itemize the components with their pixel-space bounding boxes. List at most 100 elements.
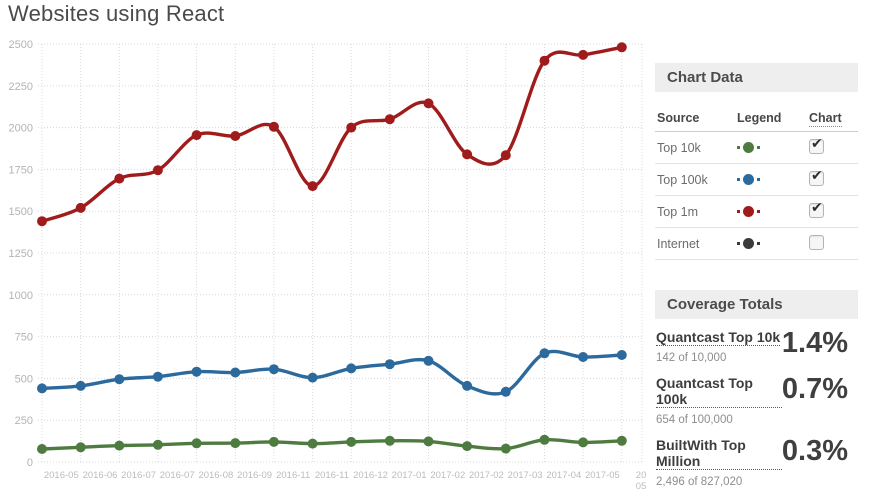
legend-dash-icon xyxy=(737,210,740,213)
data-point-top-100k[interactable] xyxy=(346,363,357,374)
coverage-source-link[interactable]: Quantcast Top 10k xyxy=(656,329,781,346)
data-point-top-100k[interactable] xyxy=(462,380,473,391)
x-tick-label: 2016-07 xyxy=(121,470,156,481)
legend-dash-icon xyxy=(737,178,740,181)
legend-row-checkbox-cell xyxy=(805,168,858,189)
data-point-top-100k[interactable] xyxy=(500,386,511,397)
data-point-top-1m[interactable] xyxy=(75,202,86,213)
data-point-top-100k[interactable] xyxy=(230,367,241,378)
data-point-top-10k[interactable] xyxy=(268,436,279,447)
x-tick-label: 2016-11 xyxy=(276,470,310,481)
series-line-top-10k xyxy=(41,437,622,451)
coverage-item: Quantcast Top 100k 654 of 100,000 0.7% xyxy=(655,375,858,426)
legend-row: Internet xyxy=(655,228,858,260)
data-point-top-1m[interactable] xyxy=(114,173,125,184)
data-point-top-10k[interactable] xyxy=(152,439,163,450)
coverage-item-text: Quantcast Top 10k 142 of 10,000 xyxy=(655,329,781,364)
x-tick-label: 2017-03 xyxy=(508,470,543,481)
data-point-top-10k[interactable] xyxy=(230,438,241,449)
y-tick-label: 1750 xyxy=(9,164,33,176)
data-point-top-100k[interactable] xyxy=(191,366,202,377)
sidebar: Chart Data Source Legend Chart Top 10k xyxy=(655,63,858,495)
page-title: Websites using React xyxy=(8,1,225,26)
legend-row-label: Top 100k xyxy=(657,172,708,187)
column-header-legend: Legend xyxy=(737,111,782,125)
coverage-item-text: BuiltWith Top Million 2,496 of 827,020 xyxy=(655,437,782,488)
react-usage-line-chart: 0 250 500 750 1000 1250 1500 1750 2000 2250 2500 20… xyxy=(0,31,650,493)
data-point-top-100k[interactable] xyxy=(616,350,627,360)
data-point-top-100k[interactable] xyxy=(114,374,125,385)
data-point-top-1m[interactable] xyxy=(423,98,434,109)
y-tick-label: 2000 xyxy=(9,123,33,135)
y-tick-label: 0 xyxy=(27,457,33,469)
legend-dash-icon xyxy=(737,242,740,245)
data-point-top-10k[interactable] xyxy=(500,443,511,454)
y-tick-label: 2500 xyxy=(9,39,33,51)
data-point-top-10k[interactable] xyxy=(346,436,357,447)
data-point-top-100k[interactable] xyxy=(423,355,434,366)
y-tick-label: 750 xyxy=(15,332,33,344)
legend-dot-icon xyxy=(743,174,754,185)
x-tick-label: 2017-05 xyxy=(585,470,620,481)
x-tick-label: 2017-02 xyxy=(469,470,504,481)
data-point-top-10k[interactable] xyxy=(75,442,86,453)
series-visibility-checkbox[interactable] xyxy=(809,136,824,154)
legend-row-label: Top 1m xyxy=(657,204,698,219)
data-point-top-1m[interactable] xyxy=(500,150,511,161)
data-point-top-1m[interactable] xyxy=(616,42,627,53)
data-point-top-1m[interactable] xyxy=(268,121,279,132)
x-tick-label: 2016-05 xyxy=(44,470,79,481)
data-point-top-100k[interactable] xyxy=(75,380,86,391)
series-visibility-checkbox[interactable] xyxy=(809,168,824,186)
data-point-top-1m[interactable] xyxy=(384,114,395,125)
series-line-top-1m xyxy=(41,45,623,223)
x-tick-label: 2017-02 xyxy=(430,470,465,481)
legend-row-label: Top 10k xyxy=(657,140,701,155)
data-point-top-10k[interactable] xyxy=(37,444,47,454)
y-tick-label: 2250 xyxy=(9,81,33,93)
data-point-top-10k[interactable] xyxy=(384,435,395,446)
data-point-top-100k[interactable] xyxy=(152,371,163,382)
data-point-top-10k[interactable] xyxy=(462,441,473,452)
data-point-top-100k[interactable] xyxy=(384,359,395,370)
data-point-top-10k[interactable] xyxy=(423,436,434,447)
data-point-top-1m[interactable] xyxy=(230,131,241,141)
data-point-top-1m[interactable] xyxy=(539,55,550,66)
data-point-top-1m[interactable] xyxy=(152,165,163,176)
data-point-top-10k[interactable] xyxy=(578,437,589,448)
legend-dash-icon xyxy=(757,146,760,149)
data-point-top-1m[interactable] xyxy=(578,49,589,60)
data-point-top-10k[interactable] xyxy=(616,435,627,446)
coverage-totals-panel: Coverage Totals Quantcast Top 10k 142 of… xyxy=(655,290,858,495)
coverage-source-link[interactable]: BuiltWith Top Million xyxy=(656,437,782,470)
data-point-top-100k[interactable] xyxy=(539,348,550,359)
legend-row-checkbox-cell xyxy=(805,136,858,157)
data-point-top-1m[interactable] xyxy=(346,122,357,133)
x-tick-label: 20 05 xyxy=(636,470,647,492)
data-point-top-10k[interactable] xyxy=(114,440,125,451)
x-tick-label: 2016-08 xyxy=(198,470,233,481)
coverage-item-text: Quantcast Top 100k 654 of 100,000 xyxy=(655,375,782,426)
legend-dot-icon xyxy=(743,238,754,249)
data-point-top-100k[interactable] xyxy=(37,383,47,394)
series-visibility-checkbox[interactable] xyxy=(809,200,824,218)
data-point-top-100k[interactable] xyxy=(307,372,318,383)
data-point-top-10k[interactable] xyxy=(539,434,550,445)
data-point-top-1m[interactable] xyxy=(191,130,202,141)
y-tick-label: 250 xyxy=(15,415,33,427)
data-point-top-10k[interactable] xyxy=(191,438,202,449)
data-point-top-100k[interactable] xyxy=(268,364,279,375)
coverage-source-link[interactable]: Quantcast Top 100k xyxy=(656,375,782,408)
coverage-detail: 654 of 100,000 xyxy=(656,414,733,426)
coverage-totals-title: Coverage Totals xyxy=(655,290,858,319)
data-point-top-1m[interactable] xyxy=(462,149,473,160)
data-point-top-10k[interactable] xyxy=(307,438,318,449)
x-tick-label: 2016-11 xyxy=(315,470,349,481)
y-tick-label: 1000 xyxy=(9,290,33,302)
data-point-top-1m[interactable] xyxy=(307,181,318,192)
data-point-top-1m[interactable] xyxy=(37,216,47,227)
series-visibility-checkbox[interactable] xyxy=(809,234,824,250)
column-header-source: Source xyxy=(657,111,700,125)
data-point-top-100k[interactable] xyxy=(578,352,589,362)
legend-dash-icon xyxy=(757,210,760,213)
